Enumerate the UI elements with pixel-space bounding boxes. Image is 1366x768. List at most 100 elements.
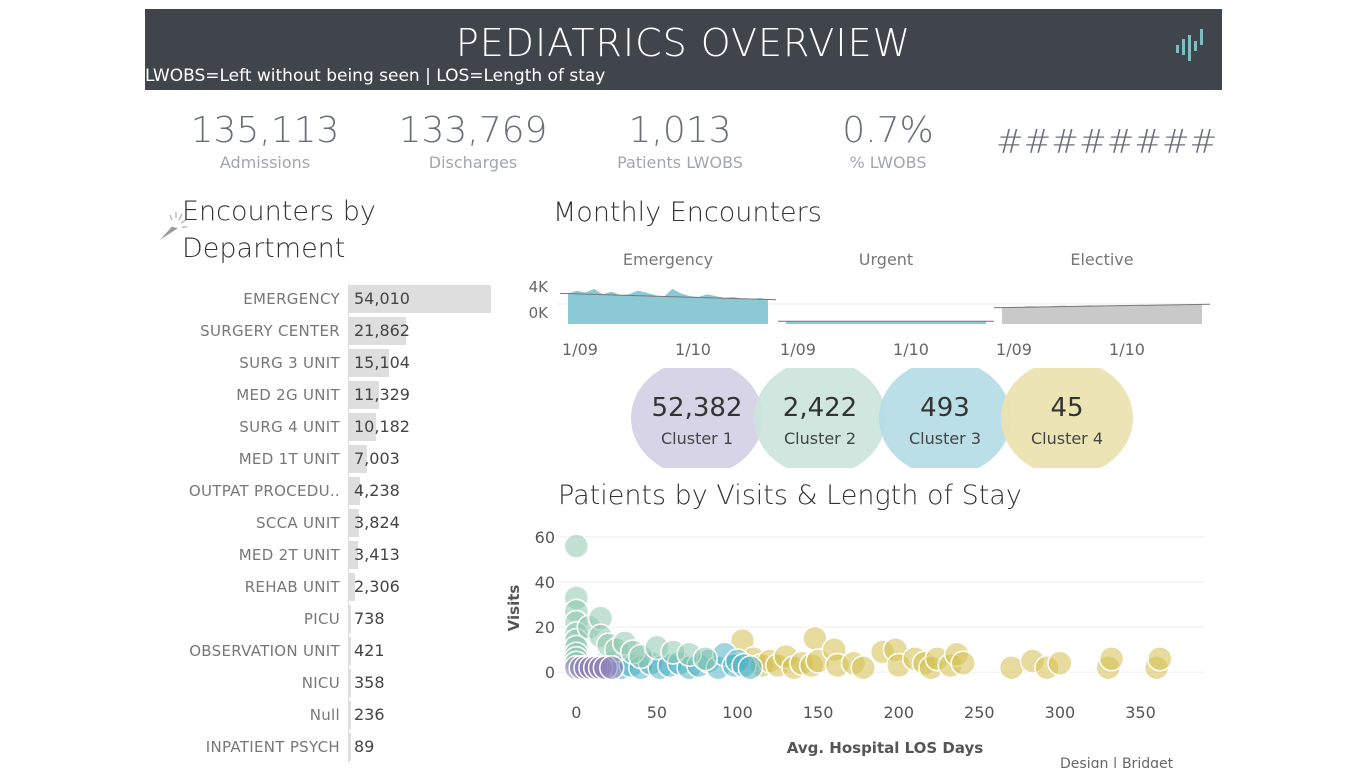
scatter-point-cluster4[interactable] (1047, 650, 1073, 676)
scatter-point-cluster3[interactable] (737, 654, 764, 681)
monthly-encounters-chart: 4K 0K Emergency 1/09 1/10 Urgent 1/09 1/10 Elect… (529, 250, 1211, 359)
kpi-value: 133,769 (398, 110, 548, 151)
department-bar[interactable] (349, 541, 358, 569)
cluster-4[interactable]: 45 Cluster 4 (1001, 368, 1133, 468)
departments-title-line2: Department (182, 233, 346, 264)
kpi-label: Admissions (219, 153, 311, 172)
department-row[interactable]: SURG 4 UNIT 10,182 (150, 413, 495, 441)
department-row[interactable]: OUTPAT PROCEDU.. 4,238 (150, 477, 495, 505)
department-row[interactable]: REHAB UNIT 2,306 (150, 573, 495, 601)
cluster-circle[interactable] (754, 368, 886, 468)
department-value: 358 (354, 673, 385, 692)
kpi-value: 135,113 (190, 110, 340, 151)
kpi-label: % LWOBS (849, 153, 927, 172)
department-row[interactable]: OBSERVATION UNIT 421 (150, 637, 495, 665)
department-value: 3,824 (354, 513, 400, 532)
department-row[interactable]: SURG 3 UNIT 15,104 (150, 349, 495, 377)
monthly-trend-line (993, 303, 1211, 309)
department-value: 11,329 (354, 385, 410, 404)
department-label: OBSERVATION UNIT (189, 642, 340, 660)
department-bar[interactable] (349, 477, 361, 505)
scatter-point-cluster4[interactable] (1147, 645, 1173, 672)
department-bar[interactable] (349, 509, 360, 537)
kpi-discharges: 133,769 Discharges (373, 110, 573, 172)
kpi-label: Patients LWOBS (617, 153, 743, 172)
cluster-value: 45 (1050, 393, 1083, 423)
monthly-trend-line (559, 292, 777, 301)
department-bar[interactable] (349, 349, 389, 377)
department-bar[interactable] (349, 637, 351, 665)
scatter-point-cluster1[interactable] (599, 654, 625, 681)
monthly-area-elective[interactable] (1002, 304, 1202, 324)
scatter-point-cluster4[interactable] (950, 650, 976, 676)
kpi-patients-lwobs: 1,013 Patients LWOBS (580, 110, 780, 172)
kpi-value: 1,013 (628, 110, 732, 151)
department-row[interactable]: SCCA UNIT 3,824 (150, 509, 495, 537)
department-value: 2,306 (354, 577, 400, 596)
kpi-admissions: 135,113 Admissions (165, 110, 365, 172)
department-row[interactable]: MED 1T UNIT 7,003 (150, 445, 495, 473)
scatter-point-cluster2[interactable] (692, 645, 719, 672)
department-row[interactable]: MED 2G UNIT 11,329 (150, 381, 495, 409)
department-row[interactable]: MED 2T UNIT 3,413 (150, 541, 495, 569)
monthly-title: Monthly Encounters (553, 197, 822, 228)
department-row[interactable]: NICU 358 (150, 669, 495, 697)
department-label: MED 1T UNIT (238, 450, 340, 468)
scatter-x-tick: 150 (803, 703, 834, 722)
cluster-value: 52,382 (652, 393, 743, 423)
department-row[interactable]: EMERGENCY 54,010 (150, 285, 495, 313)
monthly-x-tick: 1/09 (996, 340, 1032, 359)
design-credit: Design | Bridget (1060, 756, 1174, 768)
department-row[interactable]: Null 236 (150, 701, 495, 729)
department-bar[interactable] (349, 701, 351, 729)
scatter-x-tick: 50 (647, 703, 667, 722)
department-value: 738 (354, 609, 385, 628)
department-value: 4,238 (354, 481, 400, 500)
department-axis-line (348, 285, 349, 763)
department-bar[interactable] (349, 317, 407, 345)
cluster-circle[interactable] (631, 368, 763, 468)
kpi-percent-lwobs: 0.7% % LWOBS (788, 110, 988, 172)
department-row[interactable]: INPATIENT PSYCH 89 (150, 733, 495, 761)
department-value: 236 (354, 705, 385, 724)
department-bar[interactable] (349, 285, 491, 313)
scatter-y-tick: 0 (545, 663, 555, 682)
cluster-label: Cluster 2 (784, 429, 856, 448)
monthly-x-tick: 1/09 (562, 340, 598, 359)
department-value: 10,182 (354, 417, 410, 436)
cluster-label: Cluster 4 (1031, 429, 1103, 448)
monthly-area-urgent[interactable] (786, 321, 986, 324)
cluster-2[interactable]: 2,422 Cluster 2 (754, 368, 886, 468)
department-bar[interactable] (349, 381, 379, 409)
kpi-value: ######## (996, 122, 1218, 161)
cluster-circle[interactable] (879, 368, 1011, 468)
monthly-x-tick: 1/10 (675, 340, 711, 359)
scatter-point-cluster4[interactable] (1098, 645, 1125, 672)
department-bar[interactable] (349, 445, 368, 473)
scatter-x-tick: 250 (964, 703, 995, 722)
scatter-point-cluster4[interactable] (850, 654, 877, 681)
cluster-circle[interactable] (1001, 368, 1133, 468)
scatter-point-cluster2[interactable] (563, 533, 590, 559)
department-bar[interactable] (349, 669, 351, 697)
cluster-value: 2,422 (783, 393, 857, 423)
department-row[interactable]: PICU 738 (150, 605, 495, 633)
monthly-panel-header: Elective (1070, 250, 1133, 269)
monthly-x-tick: 1/10 (893, 340, 929, 359)
cluster-1[interactable]: 52,382 Cluster 1 (631, 368, 763, 468)
scatter-y-tick: 60 (535, 528, 555, 547)
scatter-x-tick: 300 (1045, 703, 1076, 722)
department-value: 21,862 (354, 321, 410, 340)
department-label: PICU (303, 610, 340, 628)
kpi-overflow: ######## (996, 122, 1218, 163)
scatter-title: Patients by Visits & Length of Stay (558, 480, 1022, 511)
department-bar[interactable] (349, 733, 351, 761)
dashboard-header: PEDIATRICS OVERVIEW LWOBS=Left without b… (145, 9, 1222, 90)
department-bar[interactable] (349, 573, 356, 601)
cluster-3[interactable]: 493 Cluster 3 (879, 368, 1011, 468)
department-row[interactable]: SURGERY CENTER 21,862 (150, 317, 495, 345)
department-bar[interactable] (349, 413, 376, 441)
department-bar[interactable] (349, 605, 351, 633)
department-label: REHAB UNIT (244, 578, 340, 596)
monthly-panel-header: Urgent (859, 250, 913, 269)
